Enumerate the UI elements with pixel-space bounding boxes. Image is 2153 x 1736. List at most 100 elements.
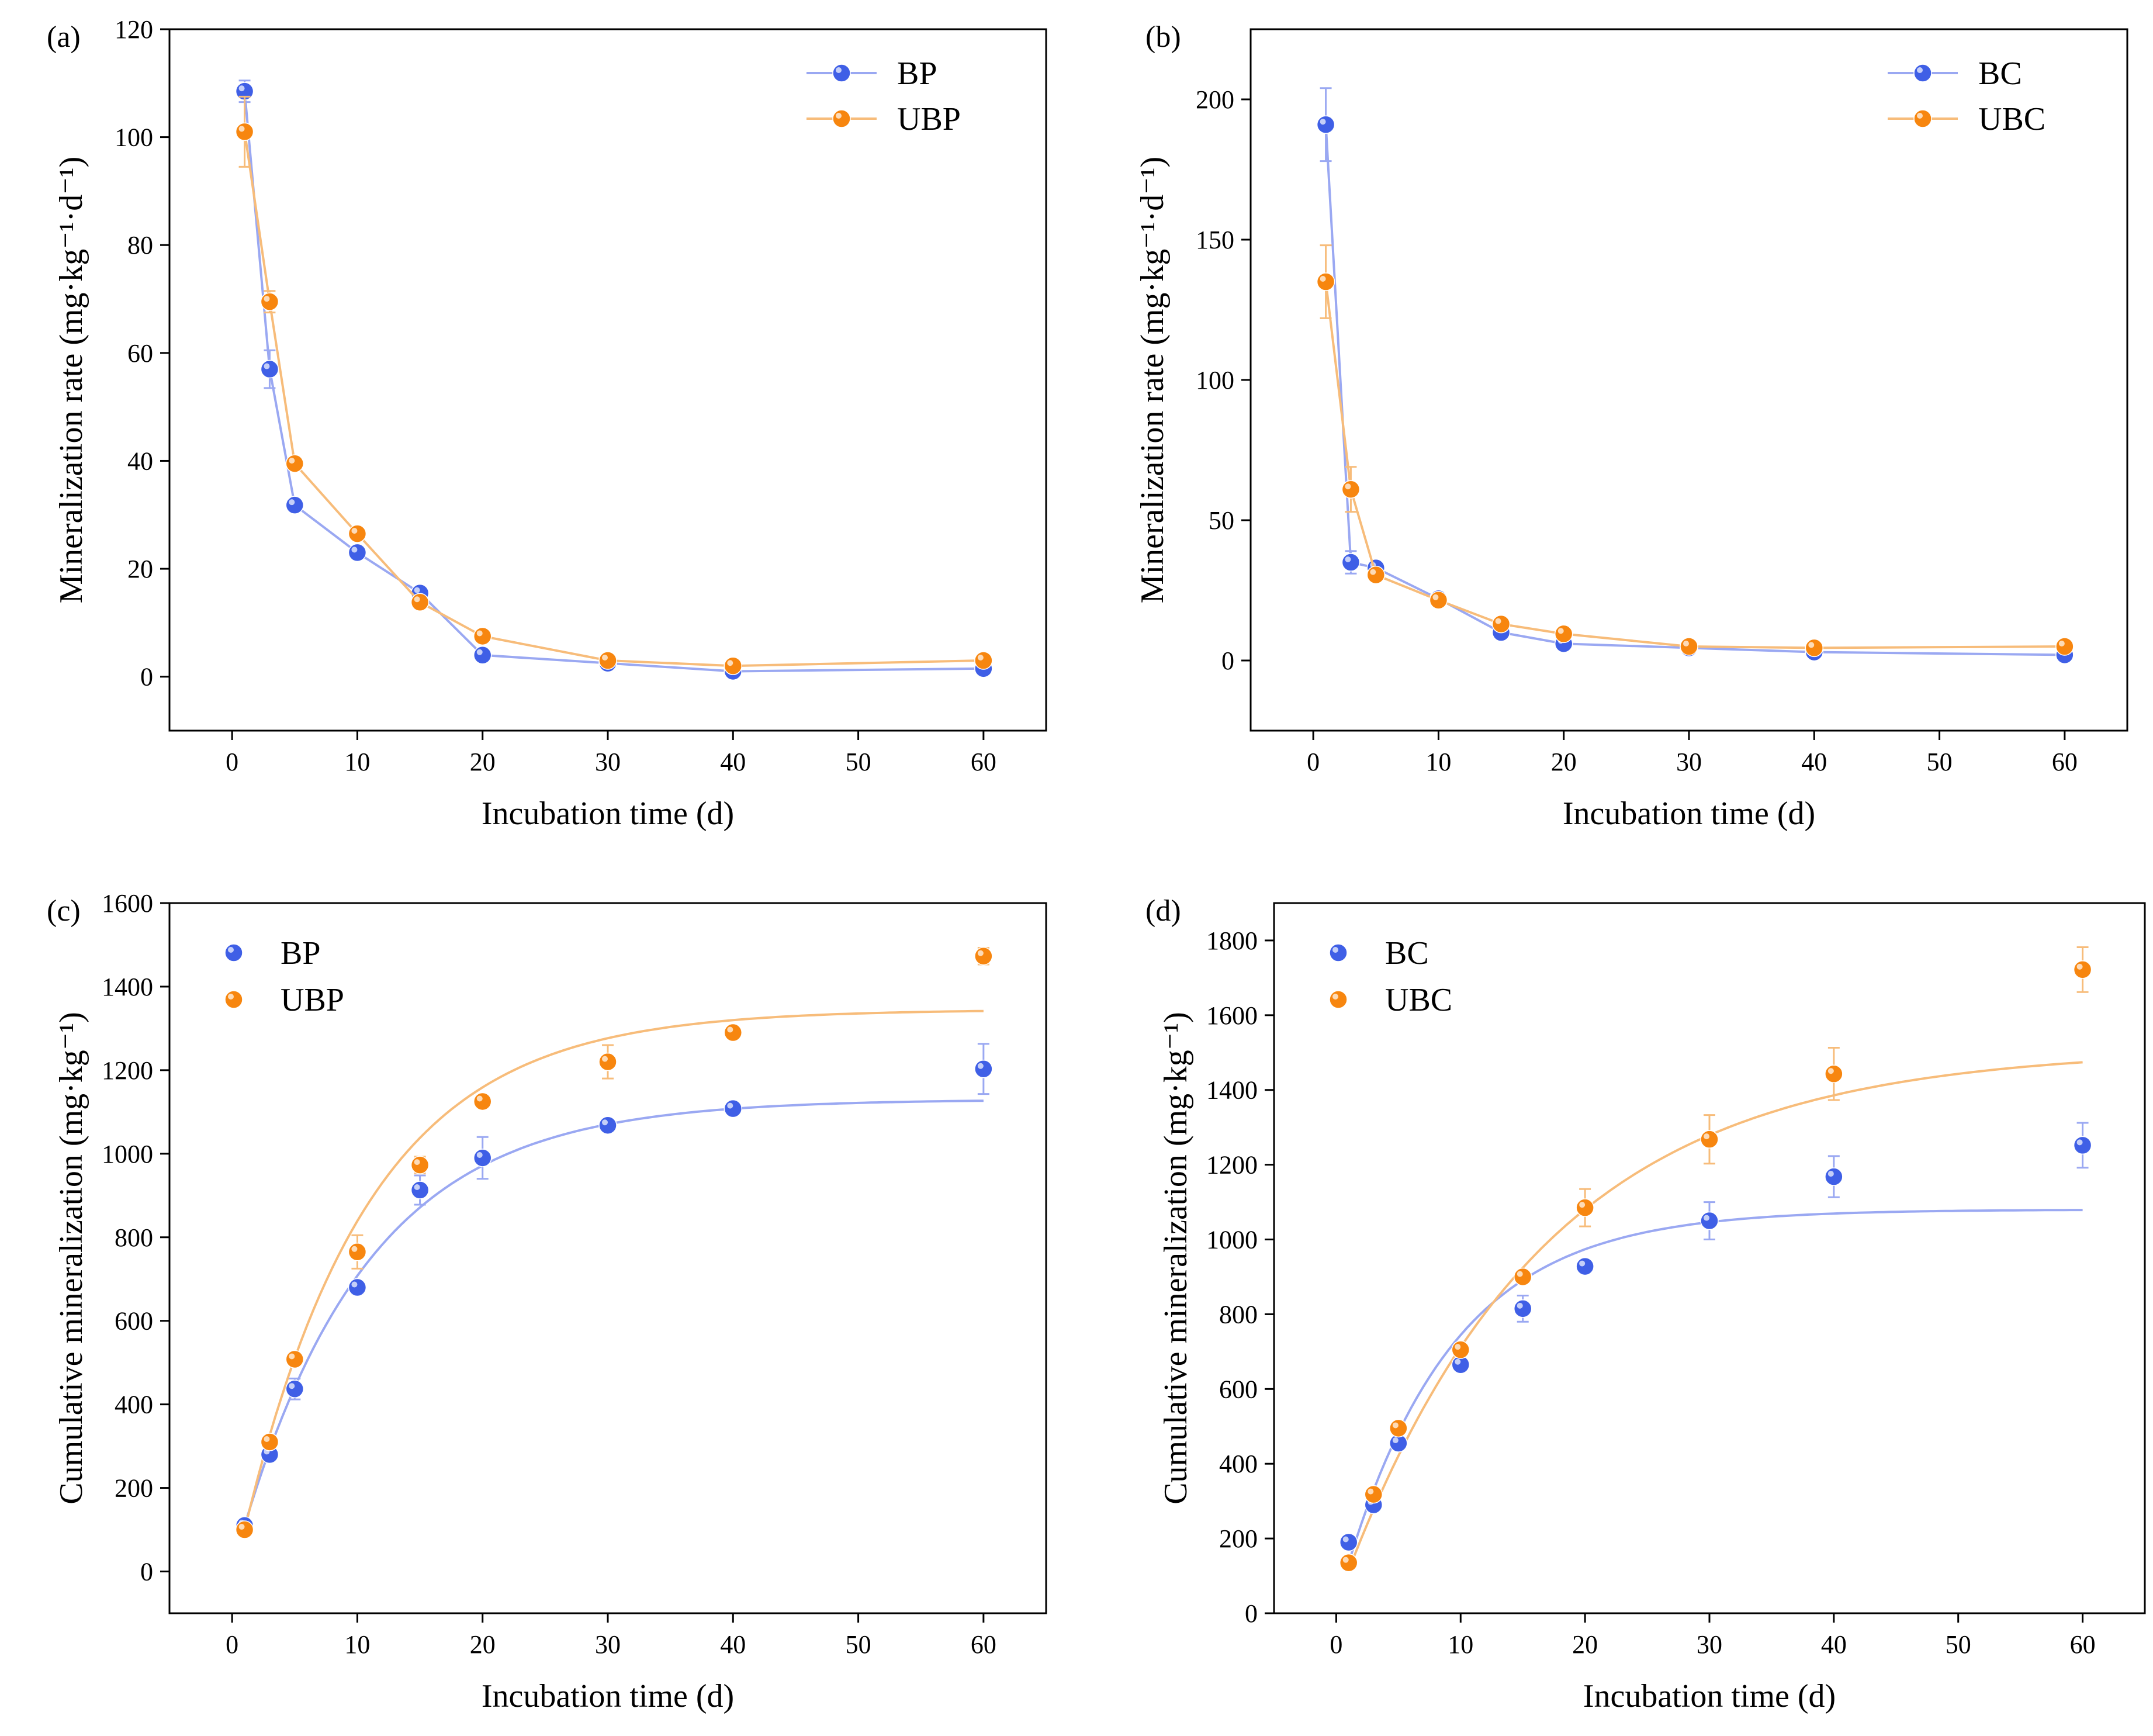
panel-c-point-bp-highlight — [289, 1383, 295, 1389]
panel-d-label: (d) — [1145, 894, 1181, 928]
panel-b-point-ubc — [1341, 480, 1361, 499]
panel-d-y-axis-title: Cumulative mineralization (mg·kg⁻¹) — [1158, 1012, 1194, 1505]
panel-a-x-axis-title: Incubation time (d) — [482, 796, 734, 832]
panel-d-legend-marker-bc — [1329, 943, 1348, 962]
panel-a-point-ubp-highlight — [602, 655, 608, 660]
panel-b-y-tick-label: 100 — [1196, 366, 1234, 395]
panel-d-y-tick-label: 1200 — [1206, 1151, 1258, 1180]
panel-c-y-tick-label: 1600 — [102, 889, 153, 918]
panel-c-point-ubp — [598, 1052, 617, 1071]
panel-d-point-ubc-highlight — [1579, 1202, 1586, 1208]
panel-a-point-ubp — [348, 524, 367, 543]
panel-b-legend: BC UBC — [1888, 56, 2045, 137]
panel-c-y-tick-label: 800 — [115, 1223, 153, 1252]
panel-a-x-tick-label: 50 — [846, 748, 871, 776]
panel-c-fit-curve-bp — [243, 1099, 984, 1526]
panel-d-point-bc-highlight — [1827, 1171, 1834, 1177]
panel-d-legend-marker-ubc-highlight — [1332, 994, 1338, 1000]
panel-c-legend-marker-ubp-highlight — [228, 994, 234, 1000]
panel-d-fit-curve-bc — [1347, 1209, 2083, 1564]
panel-c-legend-label-ubp: UBP — [281, 982, 344, 1018]
panel-d-point-ubc — [1576, 1198, 1594, 1217]
panel-c-legend-marker-ubp — [224, 990, 243, 1009]
panel-b-point-ubc — [1366, 565, 1386, 585]
panel-b-point-bc — [1316, 115, 1335, 134]
panel-b-legend-marker-bc-highlight — [1917, 67, 1923, 73]
panel-c-legend-marker-bp — [224, 943, 243, 962]
panel-a-point-bp-highlight — [289, 499, 295, 506]
panel-c-x-tick-label: 60 — [971, 1630, 996, 1659]
panel-d-point-ubc — [1339, 1553, 1358, 1572]
panel-a-point-ubp-highlight — [977, 655, 984, 660]
panel-d-legend-marker-ubc — [1329, 990, 1348, 1009]
panel-b-x-axis-title: Incubation time (d) — [1563, 796, 1815, 832]
panel-c-point-ubp — [974, 947, 993, 966]
panel-c-point-ubp — [235, 1520, 254, 1539]
panel-c-y-tick-label: 0 — [140, 1558, 153, 1586]
panel-b-y-tick-label: 150 — [1196, 226, 1234, 254]
panel-c-point-bp — [724, 1099, 743, 1118]
panel-d-point-bc-highlight — [1342, 1536, 1349, 1543]
panel-b-point-bc-highlight — [1320, 119, 1326, 125]
panel-c-point-bp-highlight — [727, 1102, 733, 1109]
panel-d-x-tick-label: 0 — [1330, 1630, 1342, 1659]
panel-a-x-tick-label: 40 — [720, 748, 746, 776]
panel-d-point-ubc-highlight — [2076, 963, 2083, 970]
panel-c-point-bp-highlight — [476, 1151, 483, 1158]
panel-a-series-line-ubp — [243, 132, 984, 668]
panel-a-legend-label-bp: BP — [897, 56, 937, 92]
panel-a: 0 10 20 30 40 50 60 0 20 40 60 80 100 120 Incubation t… — [47, 15, 1047, 832]
panel-a-y-tick-label: 0 — [140, 663, 153, 691]
panel-a-point-ubp — [410, 593, 430, 612]
panel-c-point-ubp — [724, 1023, 743, 1042]
panel-a-point-bp-highlight — [264, 363, 270, 369]
panel-a-y-tick-label: 120 — [115, 15, 153, 44]
panel-b-point-ubc-highlight — [1808, 642, 1815, 648]
panel-a-label: (a) — [47, 20, 81, 54]
panel-b-point-ubc-highlight — [2058, 641, 2065, 646]
panel-c-legend-label-bp: BP — [281, 935, 321, 971]
panel-d-point-bc — [2073, 1136, 2092, 1155]
panel-a-point-bp-highlight — [414, 587, 420, 593]
panel-c-x-tick-label: 0 — [226, 1630, 238, 1659]
panel-d-point-ubc — [1389, 1419, 1408, 1438]
panel-b-point-ubc-highlight — [1345, 483, 1351, 490]
panel-a-point-ubp — [260, 292, 279, 311]
panel-d-x-tick-label: 20 — [1572, 1630, 1598, 1659]
panel-d-y-tick-label: 400 — [1219, 1450, 1258, 1478]
panel-b-point-ubc — [1554, 624, 1573, 644]
panel-d-point-ubc-highlight — [1368, 1488, 1374, 1495]
panel-c-y-tick-label: 1400 — [102, 973, 153, 1001]
panel-d-point-ubc — [2073, 960, 2092, 979]
panel-a-point-ubp-highlight — [414, 596, 420, 603]
panel-d-y-tick-label: 1800 — [1206, 926, 1258, 955]
panel-b-point-ubc-highlight — [1320, 276, 1326, 282]
panel-c-x-tick-label: 40 — [720, 1630, 746, 1659]
panel-d-y-tick-label: 200 — [1219, 1524, 1258, 1553]
panel-b-point-ubc-highlight — [1557, 628, 1564, 634]
panel-d-legend: BC UBC — [1329, 935, 1452, 1018]
panel-b-legend-marker-bc — [1913, 64, 1932, 82]
panel-b-x-tick-label: 60 — [2052, 748, 2078, 776]
panel-d-point-ubc — [1513, 1267, 1532, 1287]
panel-c-point-bp — [974, 1059, 993, 1078]
panel-c-y-tick-label: 1000 — [102, 1140, 153, 1168]
panel-b-x-tick-label: 50 — [1927, 748, 1953, 776]
panel-a-point-bp — [473, 646, 492, 665]
panel-c-point-ubp-highlight — [289, 1353, 295, 1360]
panel-a-legend-marker-ubp — [832, 109, 851, 128]
panel-a-point-ubp — [598, 651, 617, 670]
panel-d-y-tick-label: 600 — [1219, 1375, 1258, 1403]
panel-d-y-tick-label: 0 — [1245, 1599, 1258, 1628]
panel-c-point-bp — [598, 1116, 617, 1135]
panel-c-point-ubp — [285, 1350, 304, 1369]
panel-d-x-axis-title: Incubation time (d) — [1583, 1678, 1836, 1714]
panel-b-legend-marker-ubc-highlight — [1917, 113, 1923, 119]
panel-d-point-bc-highlight — [2076, 1139, 2083, 1146]
panel-d-point-ubc — [1364, 1485, 1383, 1504]
panel-c-point-ubp — [260, 1433, 279, 1451]
panel-d-point-bc — [1339, 1533, 1358, 1552]
panel-a-legend-marker-ubp-highlight — [836, 113, 842, 119]
panel-a-y-tick-label: 40 — [127, 447, 153, 475]
